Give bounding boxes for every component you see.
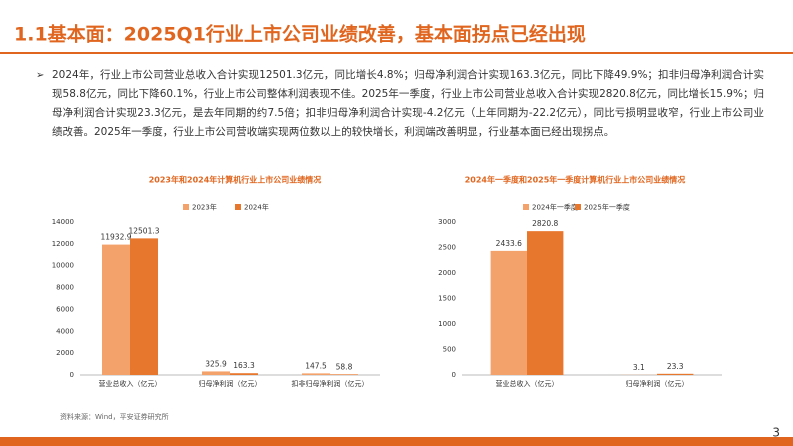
bullet-icon: ➢ — [36, 70, 45, 81]
value-label: 147.5 — [305, 361, 327, 370]
value-label: 163.3 — [233, 361, 255, 370]
bar — [657, 373, 694, 375]
bullet-text: 2024年，行业上市公司营业总收入合计实现12501.3亿元，同比增长4.8%；… — [52, 69, 764, 138]
legend-swatch — [523, 204, 529, 210]
legend-label: 2025年一季度 — [584, 203, 630, 212]
bar — [490, 250, 527, 375]
legend-label: 2024年一季度 — [532, 203, 578, 212]
y-tick-label: 6000 — [56, 305, 74, 313]
value-label: 2433.6 — [496, 239, 522, 248]
x-tick-label: 归母净利润（亿元） — [626, 379, 689, 388]
bar — [527, 231, 564, 375]
bar — [130, 238, 158, 375]
value-label: 325.9 — [205, 359, 227, 368]
y-tick-label: 4000 — [56, 327, 74, 335]
bar — [302, 373, 330, 375]
x-tick-label: 营业总收入（亿元） — [99, 379, 162, 388]
y-tick-label: 0 — [452, 371, 456, 379]
legend-label: 2024年 — [244, 203, 269, 212]
bottom-bar — [0, 437, 793, 446]
value-label: 12501.3 — [128, 226, 159, 235]
y-tick-label: 8000 — [56, 284, 74, 292]
bar — [202, 371, 230, 375]
bar — [230, 373, 258, 375]
legend-swatch — [235, 204, 241, 210]
legend-label: 2023年 — [192, 203, 217, 212]
value-label: 2820.8 — [532, 219, 558, 228]
y-tick-label: 0 — [70, 371, 74, 379]
chart-title: 2023年和2024年计算机行业上市公司业绩情况 — [149, 175, 322, 185]
bar — [102, 244, 130, 375]
page-number: 3 — [772, 426, 780, 440]
bar — [330, 374, 358, 375]
legend-swatch — [183, 204, 189, 210]
title-rule — [0, 52, 793, 54]
slide-title: 1.1基本面：2025Q1行业上市公司业绩改善，基本面拐点已经出现 — [14, 23, 586, 46]
y-tick-label: 10000 — [52, 262, 74, 270]
x-tick-label: 营业总收入（亿元） — [496, 379, 559, 388]
value-label: 3.1 — [633, 363, 645, 372]
y-tick-label: 2000 — [56, 349, 74, 357]
x-tick-label: 归母净利润（亿元） — [199, 379, 262, 388]
y-tick-label: 14000 — [52, 218, 74, 226]
chart-title: 2024年一季度和2025年一季度计算机行业上市公司业绩情况 — [465, 175, 686, 185]
source: 资料来源：Wind，平安证券研究所 — [60, 412, 169, 421]
y-tick-label: 2500 — [438, 244, 456, 252]
value-label: 58.8 — [336, 362, 353, 371]
value-label: 11932.9 — [100, 233, 131, 242]
y-tick-label: 1000 — [438, 320, 456, 328]
y-tick-label: 2000 — [438, 269, 456, 277]
y-tick-label: 3000 — [438, 218, 456, 226]
y-tick-label: 500 — [443, 346, 456, 354]
value-label: 23.3 — [667, 362, 684, 371]
y-tick-label: 12000 — [52, 240, 74, 248]
x-tick-label: 扣非归母净利润（亿元） — [292, 379, 369, 388]
y-tick-label: 1500 — [438, 295, 456, 303]
legend-swatch — [575, 204, 581, 210]
